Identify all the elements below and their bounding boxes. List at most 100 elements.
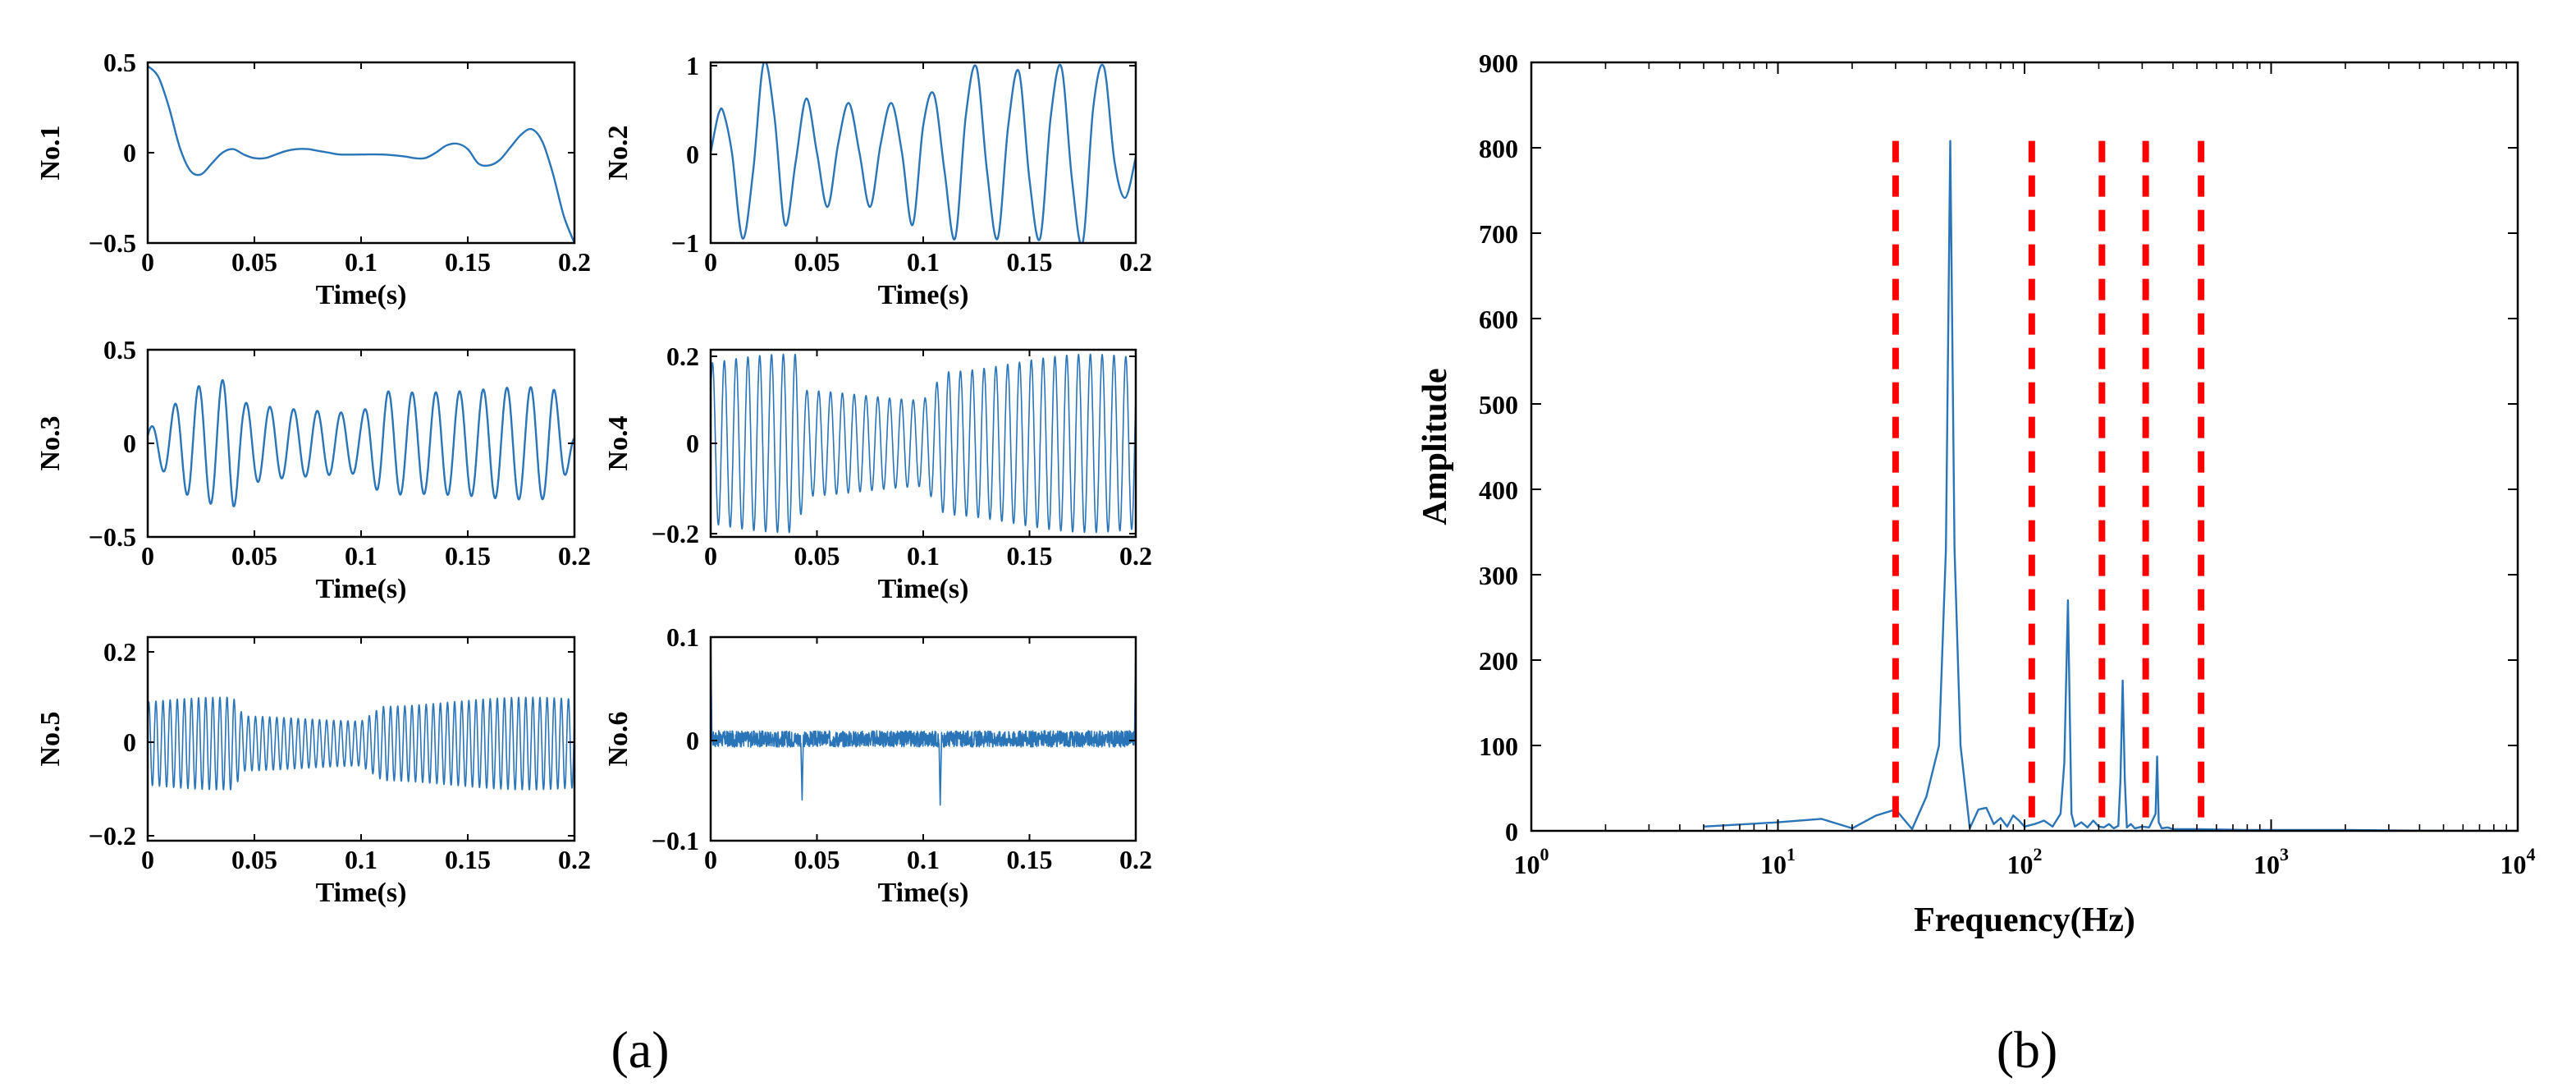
- x-tick-label: 0.05: [231, 541, 277, 571]
- y-tick-label: 0.5: [103, 48, 136, 77]
- y-axis-label: No.6: [603, 711, 634, 766]
- x-tick-label: 0.2: [1119, 541, 1152, 571]
- x-tick-label: 0.1: [345, 845, 377, 874]
- x-tick-base: 10: [1514, 850, 1540, 879]
- y-tick-label: 0: [686, 726, 699, 755]
- x-tick-base: 10: [2501, 850, 2527, 879]
- y-tick-label: −0.2: [89, 821, 136, 851]
- x-tick-base: 10: [2253, 850, 2280, 879]
- x-tick-label: 0.15: [1007, 845, 1053, 874]
- y-tick-label: 400: [1479, 475, 1518, 505]
- x-axis-label: Time(s): [878, 280, 969, 310]
- x-tick-exponent: 2: [2034, 844, 2043, 865]
- y-tick-label: 0.2: [666, 342, 699, 371]
- x-axis-label: Time(s): [878, 878, 969, 908]
- x-tick-label: 0.05: [794, 845, 840, 874]
- x-tick-exponent: 0: [1540, 844, 1549, 865]
- x-tick-exponent: 4: [2527, 844, 2536, 865]
- signal-line: [711, 353, 1136, 534]
- y-tick-label: 0.1: [666, 622, 699, 652]
- y-tick-label: −0.2: [652, 519, 699, 548]
- y-axis-label: No.4: [603, 415, 634, 470]
- x-tick-label: 0.2: [558, 845, 591, 874]
- x-tick-base: 10: [1760, 850, 1787, 879]
- y-tick-label: 300: [1479, 561, 1518, 590]
- x-tick-label: 103: [2253, 844, 2289, 879]
- y-tick-label: −1: [671, 228, 699, 258]
- x-tick-label: 0.1: [907, 541, 940, 571]
- y-tick-label: 900: [1479, 48, 1518, 78]
- x-tick-label: 0.15: [445, 845, 491, 874]
- signal-line: [148, 378, 574, 507]
- x-tick-label: 0.15: [1007, 541, 1053, 571]
- x-axis-label: Time(s): [316, 574, 407, 604]
- x-tick-label: 0.2: [558, 247, 591, 277]
- axes-frame: [146, 348, 576, 539]
- y-tick-label: 0.2: [103, 637, 136, 667]
- x-tick-label: 100: [1514, 844, 1549, 879]
- signal-line: [148, 696, 574, 791]
- x-axis-label: Time(s): [316, 280, 407, 310]
- x-tick-label: 0.2: [558, 541, 591, 571]
- y-tick-label: 100: [1479, 732, 1518, 761]
- y-axis-label: No.2: [603, 125, 634, 180]
- x-tick-label: 0: [704, 247, 717, 277]
- x-tick-label: 0: [704, 845, 717, 874]
- x-tick-label: 0.05: [794, 247, 840, 277]
- x-axis-label: Frequency(Hz): [1914, 901, 2135, 939]
- y-tick-label: 0: [686, 140, 699, 169]
- panel-a-label: (a): [611, 1020, 669, 1079]
- y-tick-label: 0: [686, 429, 699, 458]
- y-tick-label: 600: [1479, 305, 1518, 334]
- y-tick-label: 1: [686, 51, 699, 80]
- y-tick-label: −0.5: [89, 522, 136, 552]
- x-tick-label: 0.1: [345, 247, 377, 277]
- x-tick-label: 101: [1760, 844, 1796, 879]
- signal-line: [148, 65, 574, 244]
- x-tick-label: 0.1: [907, 247, 940, 277]
- axes-frame: [146, 61, 576, 245]
- signal-line: [711, 636, 1136, 806]
- y-axis-label: No.3: [35, 415, 66, 470]
- y-axis-label: Amplitude: [1416, 368, 1454, 525]
- y-tick-label: 0: [1505, 817, 1518, 846]
- x-tick-label: 0.2: [1119, 247, 1152, 277]
- x-tick-label: 0: [704, 541, 717, 571]
- x-tick-label: 0.05: [231, 845, 277, 874]
- x-tick-exponent: 1: [1787, 844, 1796, 865]
- x-tick-label: 104: [2501, 844, 2536, 879]
- x-tick-base: 10: [2007, 850, 2034, 879]
- y-tick-label: 200: [1479, 646, 1518, 676]
- x-tick-label: 0: [141, 247, 154, 277]
- x-tick-label: 0: [141, 541, 154, 571]
- panel-b-label: (b): [1997, 1020, 2058, 1079]
- y-tick-label: 0.5: [103, 335, 136, 365]
- y-tick-label: 800: [1479, 134, 1518, 163]
- y-tick-label: −0.5: [89, 228, 136, 258]
- x-tick-label: 0.15: [445, 541, 491, 571]
- x-tick-label: 0.05: [794, 541, 840, 571]
- x-tick-label: 0.1: [907, 845, 940, 874]
- y-tick-label: 0: [123, 429, 136, 458]
- x-tick-label: 0.05: [231, 247, 277, 277]
- x-tick-exponent: 3: [2280, 844, 2289, 865]
- spectrum-line: [1703, 140, 2518, 831]
- x-tick-label: 0.2: [1119, 845, 1152, 874]
- signal-line: [711, 62, 1136, 244]
- y-tick-label: 500: [1479, 390, 1518, 420]
- y-axis-label: No.1: [35, 125, 66, 180]
- y-tick-label: 700: [1479, 219, 1518, 249]
- axes-frame: [709, 61, 1137, 245]
- x-axis-label: Time(s): [878, 574, 969, 604]
- x-tick-label: 102: [2007, 844, 2043, 879]
- y-tick-label: 0: [123, 727, 136, 757]
